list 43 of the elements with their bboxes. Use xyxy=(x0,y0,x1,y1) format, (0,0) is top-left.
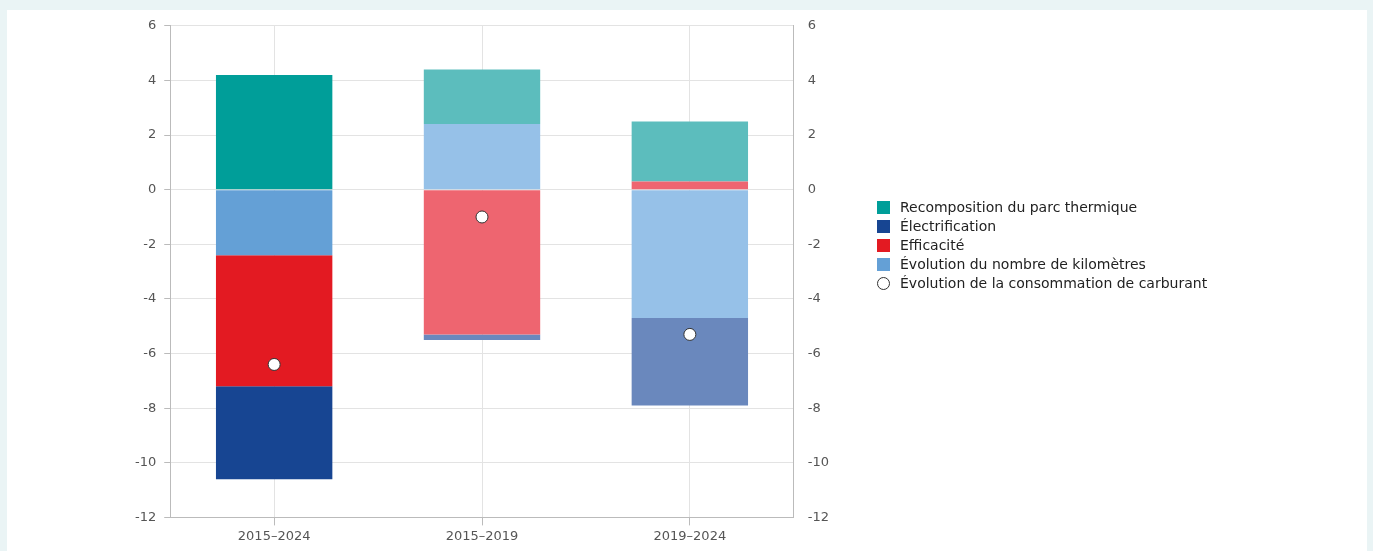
bar xyxy=(423,190,541,335)
y-tick-label: -4 xyxy=(143,290,157,306)
point xyxy=(683,327,697,341)
y-tick-label: 4 xyxy=(147,71,157,87)
y-tick-label: -12 xyxy=(135,508,157,524)
y-tick-label: -10 xyxy=(135,454,157,470)
legend-label: Recomposition du parc thermique xyxy=(900,198,1138,217)
x-tick-label: 2015–2019 xyxy=(445,527,519,543)
bar xyxy=(215,255,333,387)
bar xyxy=(423,124,541,190)
y2-tick-label: 0 xyxy=(807,181,817,197)
y-tick-label: 0 xyxy=(147,181,157,197)
y2-tick-label: -12 xyxy=(807,508,829,524)
bar xyxy=(215,74,333,190)
y2-tick-label: 6 xyxy=(807,17,817,33)
y-tick-label: -6 xyxy=(143,344,157,360)
x-tick-label: 2015–2024 xyxy=(237,527,311,543)
legend-label: Évolution de la consommation de carburant xyxy=(900,274,1208,293)
legend-label: Électrification xyxy=(900,217,997,236)
bar xyxy=(631,190,749,319)
point xyxy=(267,357,281,371)
y2-tick-label: 2 xyxy=(807,126,817,142)
y2-tick-label: 4 xyxy=(807,71,817,87)
y-tick-label: -2 xyxy=(143,235,157,251)
x-tick-label: 2019–2024 xyxy=(653,527,727,543)
y2-tick-label: -8 xyxy=(807,399,821,415)
bar xyxy=(423,69,541,125)
bar xyxy=(215,190,333,256)
legend-label: Évolution du nombre de kilomètres xyxy=(900,255,1146,274)
y-tick-label: 6 xyxy=(147,17,157,33)
bar xyxy=(631,121,749,182)
legend-label: Efficacité xyxy=(900,236,965,255)
y2-tick-label: -10 xyxy=(807,454,829,470)
y2-tick-label: -6 xyxy=(807,344,821,360)
bar xyxy=(423,334,541,340)
y2-tick-label: -4 xyxy=(807,290,821,306)
y-tick-label: -8 xyxy=(143,399,157,415)
y2-tick-label: -2 xyxy=(807,235,821,251)
bar xyxy=(631,181,749,190)
point xyxy=(475,210,489,224)
bar xyxy=(631,318,749,406)
y-tick-label: 2 xyxy=(147,126,157,142)
bar xyxy=(215,386,333,480)
